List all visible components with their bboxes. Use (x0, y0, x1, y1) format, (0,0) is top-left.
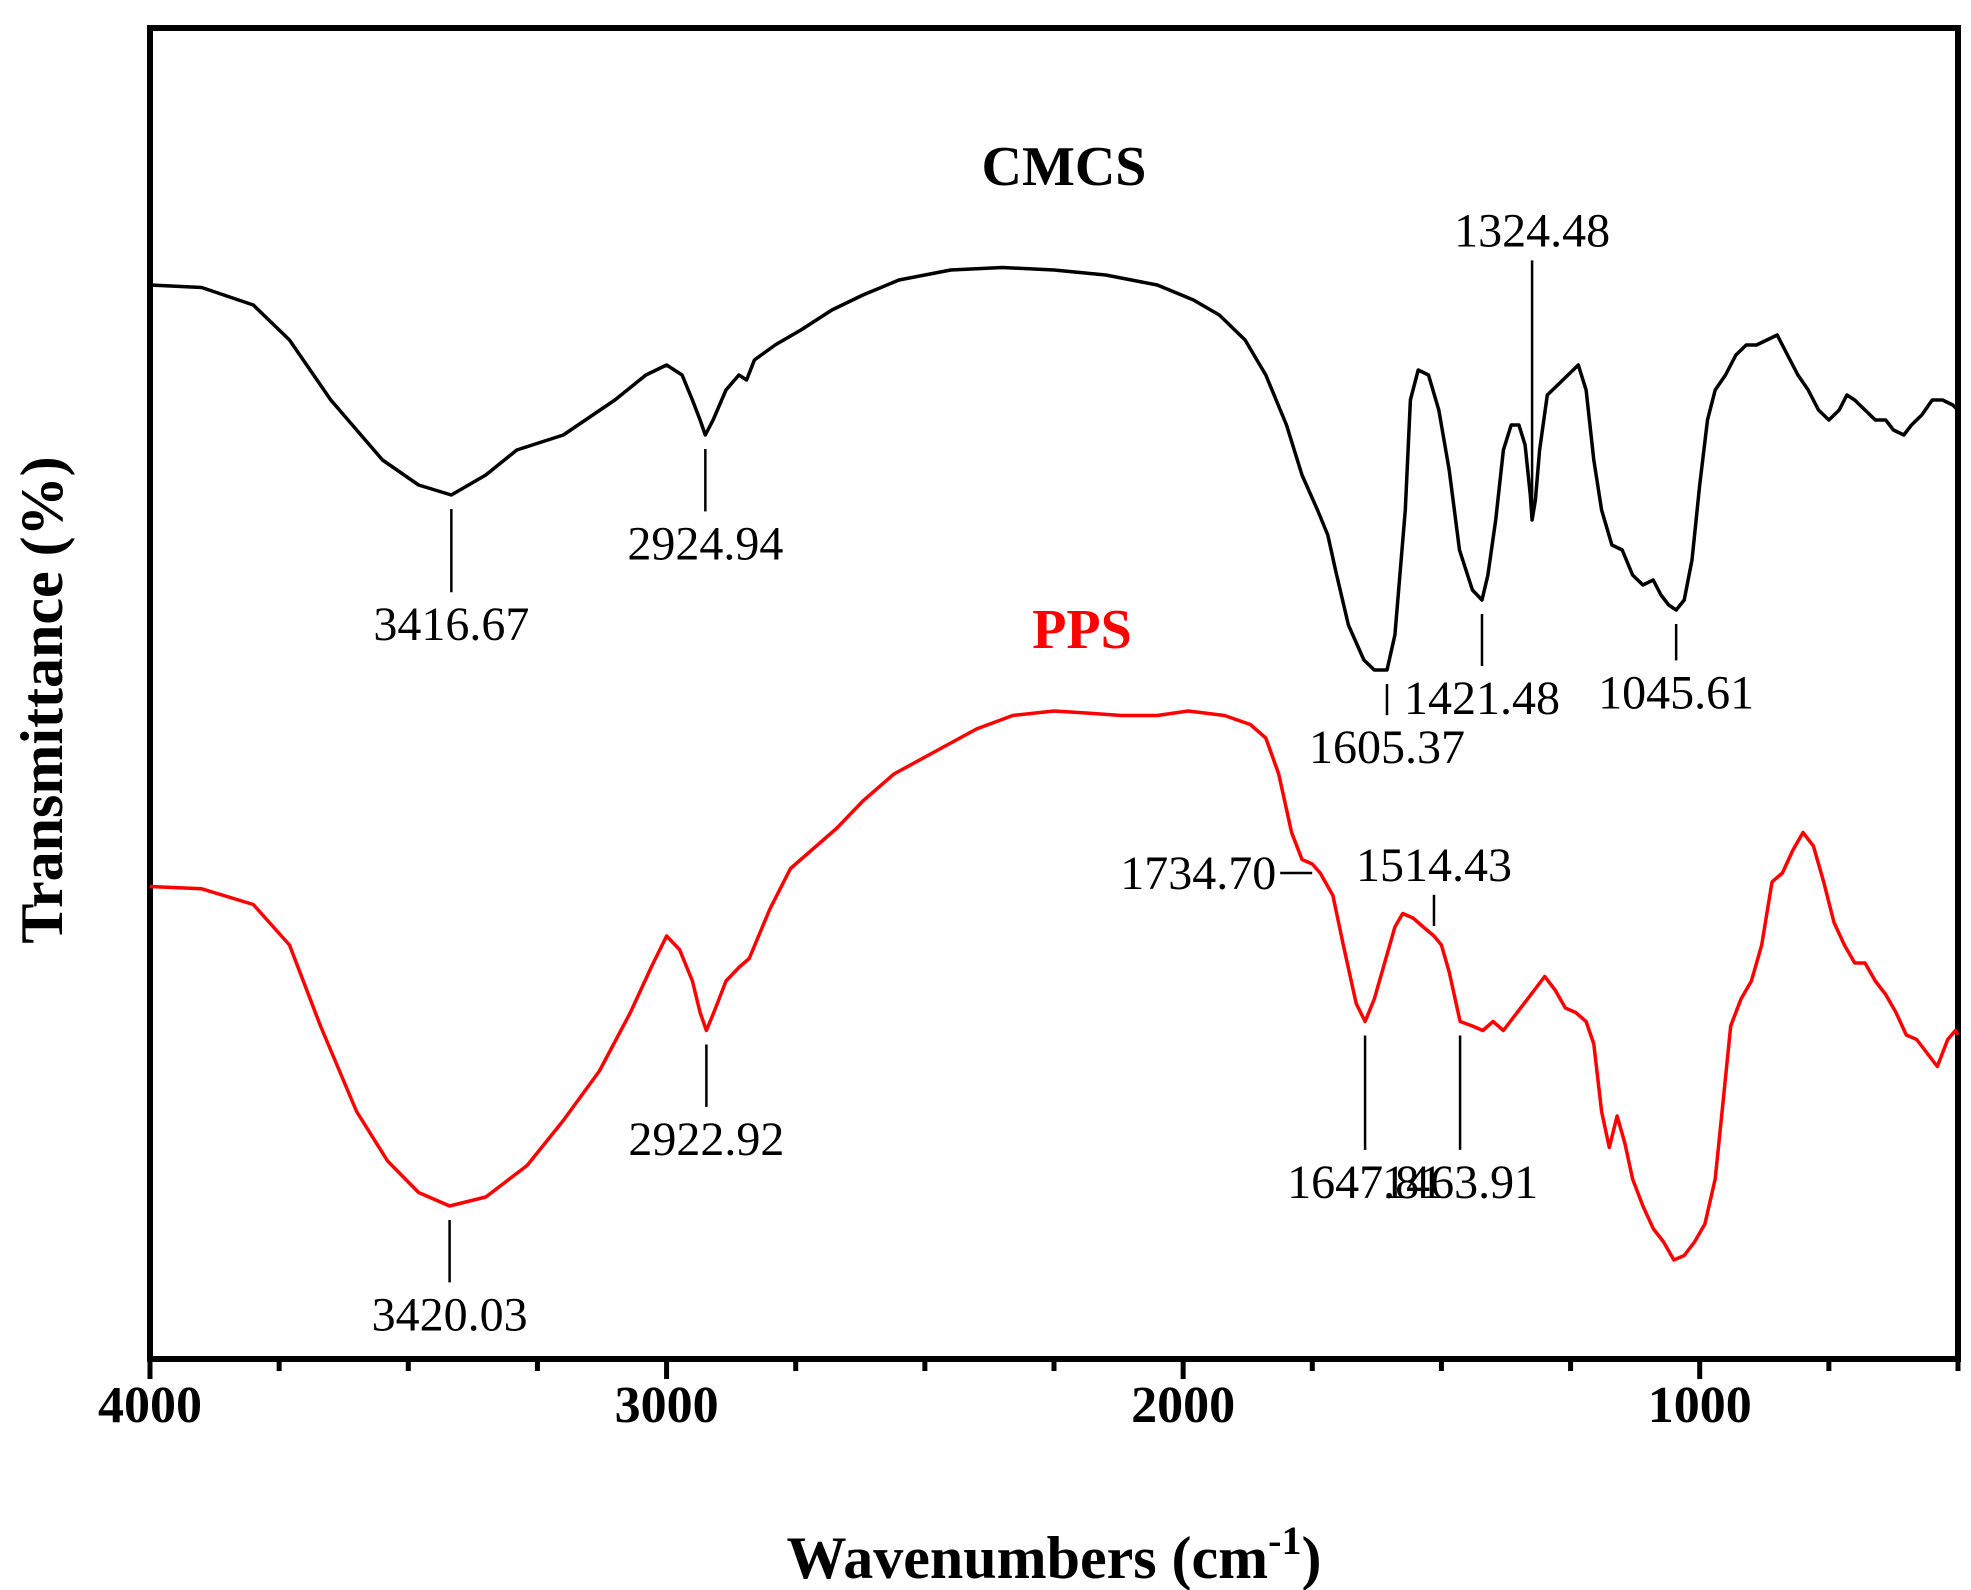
x-axis-title: Wavenumbers (cm-1) (787, 1518, 1322, 1590)
peak-label-1324-48: 1324.48 (1454, 204, 1610, 257)
peak-label-3416-67: 3416.67 (373, 598, 529, 651)
peak-label-1421-48: 1421.48 (1404, 672, 1560, 725)
x-tick-label: 4000 (98, 1377, 202, 1434)
x-tick-label: 1000 (1648, 1377, 1752, 1434)
y-axis-title: Transmittance (%) (9, 456, 75, 943)
series-layer (149, 265, 1960, 1262)
series-label-cmcs: CMCS (982, 136, 1147, 198)
peak-label-2922-92: 2922.92 (628, 1113, 784, 1166)
series-label-pps: PPS (1032, 599, 1132, 661)
x-axis-title-main: Wavenumbers (cm (787, 1525, 1269, 1590)
series-line-cmcs (149, 265, 1960, 672)
series-line-pps (149, 709, 1960, 1262)
peak-label-1734-70: 1734.70 (1120, 847, 1276, 900)
x-tick-label: 3000 (615, 1377, 719, 1434)
x-tick-label: 2000 (1131, 1377, 1235, 1434)
peak-label-1045-61: 1045.61 (1598, 666, 1754, 719)
peak-label-1647-81: 1647.81 (1287, 1156, 1443, 1209)
x-axis-title-superscript: -1 (1268, 1518, 1301, 1563)
x-axis-title-close: ) (1301, 1525, 1321, 1590)
peak-label-1514-43: 1514.43 (1356, 839, 1512, 892)
peak-label-1605-37: 1605.37 (1309, 721, 1465, 774)
x-axis-ticks (147, 1359, 1961, 1379)
peak-label-3420-03: 3420.03 (372, 1288, 528, 1341)
peak-label-1463-91: 1463.91 (1382, 1156, 1538, 1209)
x-axis-tick-labels: 4000 3000 2000 1000 (98, 1377, 1752, 1434)
peak-label-2924-94: 2924.94 (627, 517, 783, 570)
